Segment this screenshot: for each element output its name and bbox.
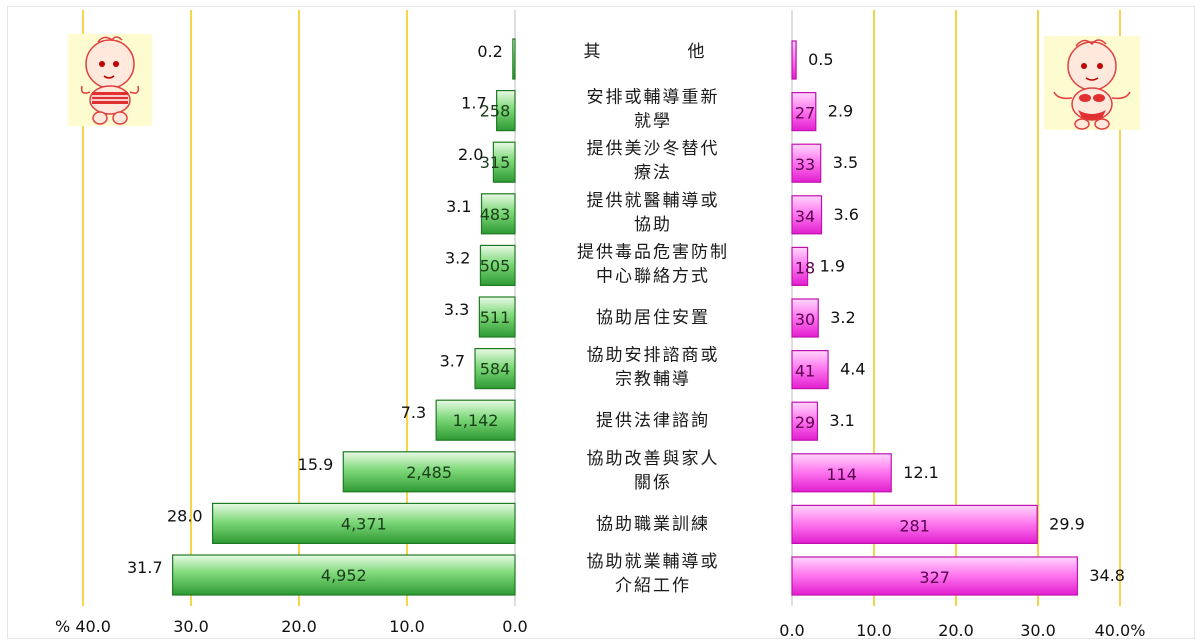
left-count-label: 1,142 [453,411,499,430]
left-bar [492,141,516,183]
right-tick-label: 20.0 [938,621,974,640]
left-count-label: 315 [480,153,511,172]
right-percent-label: 0.5 [808,50,833,69]
right-percent-label: 34.8 [1089,566,1125,585]
right-percent-label: 12.1 [903,463,939,482]
category-label: 宗教輔導 [615,370,691,390]
right-bar [791,246,809,286]
category-label: 協助改善與家人 [587,449,720,469]
category-label: 介紹工作 [615,576,691,596]
category-label: 其 [584,42,603,62]
left-tick-label: 30.0 [173,617,209,636]
right-percent-label: 3.1 [829,411,854,430]
right-bar [791,401,819,441]
category-label: 他 [688,42,707,62]
left-bar [479,244,516,286]
right-count-label: 114 [826,465,857,484]
right-tick-label: 40.0% [1095,621,1146,640]
right-percent-label: 29.9 [1049,514,1085,533]
right-count-label: 41 [795,362,815,381]
category-label: 協助職業訓練 [596,514,710,534]
right-count-label: 30 [795,310,815,329]
category-label: 提供毒品危害防制 [577,242,729,262]
right-count-label: 281 [899,516,930,535]
right-bar [791,298,819,338]
category-label: 提供就醫輔導或 [587,191,720,211]
left-count-label: 258 [480,102,511,121]
left-count-label: 2,485 [406,463,452,482]
left-bar [212,502,516,544]
left-tick-label: % 40.0 [55,617,111,636]
right-percent-label: 1.9 [820,256,845,275]
left-percent-label: 2.0 [458,145,483,164]
left-percent-label: 3.2 [445,248,470,267]
left-bar [496,89,516,132]
right-bar [791,91,817,132]
left-bar [172,554,516,596]
right-bar [791,143,822,183]
right-tick-label: 0.0 [779,621,804,640]
category-label: 中心聯絡方式 [596,266,710,286]
left-tick-label: 10.0 [389,617,425,636]
right-bar [791,453,892,493]
left-percent-label: 3.7 [440,352,465,371]
category-label: 協助居住安置 [596,308,710,328]
right-percent-label: 3.6 [834,205,859,224]
right-percent-label: 3.2 [830,308,855,327]
ticks-layer: % 40.0 30.0 20.0 10.0 0.0 0.0 10.0 20.0 30.0 40.0… [55,617,1145,640]
left-percent-label: 31.7 [127,558,163,577]
left-percent-label: 28.0 [167,506,203,525]
left-bar [342,451,516,493]
right-bar [791,504,1038,544]
right-bar [791,195,823,235]
left-count-label: 483 [480,205,511,224]
category-label: 提供美沙冬替代 [587,139,720,159]
left-tick-label: 0.0 [502,617,527,636]
left-bar [435,399,516,441]
category-label: 安排或輔導重新 [587,88,720,108]
left-count-label: 511 [480,308,511,327]
category-label: 就學 [634,112,672,132]
left-bar [512,38,516,80]
left-tick-label: 20.0 [281,617,317,636]
right-count-label: 27 [795,104,815,123]
category-label: 提供法律諮詢 [596,411,710,431]
left-percent-label: 1.7 [461,94,486,113]
left-count-label: 584 [480,360,511,379]
right-count-label: 33 [795,155,815,174]
right-tick-label: 30.0 [1020,621,1056,640]
right-count-label: 34 [795,207,815,226]
bars-layer [172,38,1078,596]
right-count-label: 327 [919,568,950,587]
left-percent-label: 0.2 [477,42,502,61]
right-tick-label: 10.0 [856,621,892,640]
left-count-label: 4,952 [321,566,367,585]
right-percent-label: 3.5 [833,153,858,172]
right-count-label: 29 [795,413,815,432]
category-label: 療法 [634,163,672,183]
category-label: 協助就業輔導或 [587,552,720,572]
left-count-label: 505 [480,256,511,275]
right-percent-label: 2.9 [828,102,853,121]
left-percent-label: 3.3 [444,300,469,319]
right-bar [791,40,797,80]
right-bar [791,556,1078,596]
category-label: 協助安排諮商或 [587,346,720,366]
right-count-label: 18 [795,258,815,277]
right-percent-label: 4.4 [840,360,865,379]
right-bar [791,350,829,390]
left-bar [478,296,516,338]
left-percent-label: 15.9 [298,455,334,474]
left-percent-label: 3.1 [446,197,471,216]
category-label: 協助 [634,215,672,235]
left-bar [474,348,516,390]
left-count-label: 4,371 [341,514,387,533]
left-bar [480,193,516,235]
left-percent-label: 7.3 [401,403,426,422]
baby-girl-icon [1044,36,1140,130]
baby-boy-icon [68,34,152,126]
category-label: 關係 [634,473,672,493]
